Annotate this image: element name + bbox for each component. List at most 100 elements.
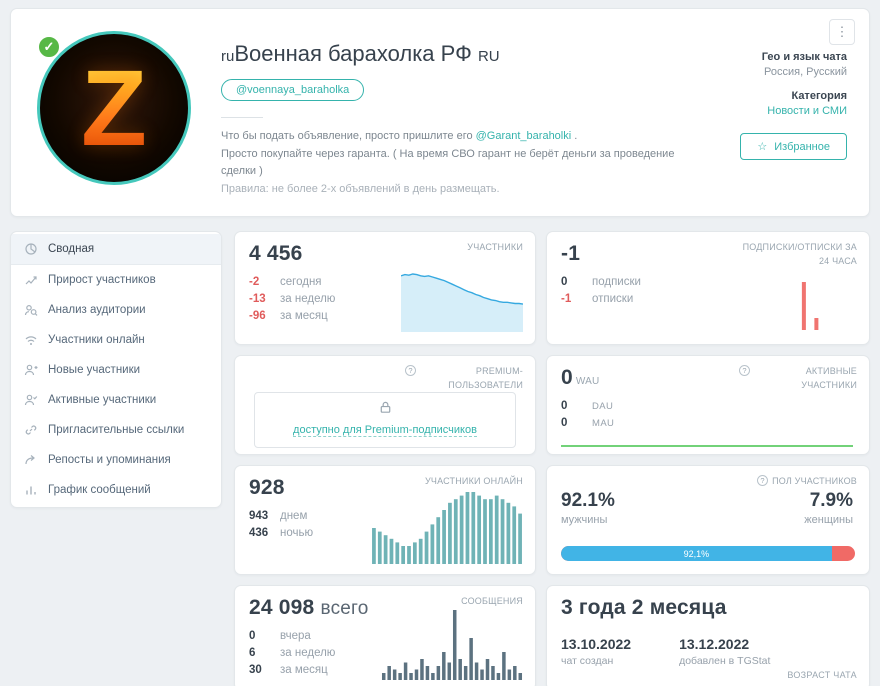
chat-age-value: 3 года 2 месяца [561, 596, 727, 620]
subscriptions-card-label: ПОДПИСКИ/ОТПИСКИ ЗА 24 ЧАСА [742, 242, 857, 266]
category-link[interactable]: Новости и СМИ [767, 105, 847, 117]
sidebar-item-summary[interactable]: Сводная [11, 234, 221, 266]
info-icon: ? [757, 475, 769, 487]
stat-value: 0 [249, 630, 256, 643]
sidebar-item-reposts-mentions[interactable]: Репосты и упоминания [11, 445, 221, 475]
messages-bar-chart [381, 610, 523, 681]
active-members-stats: 0 DAU 0 MAU [561, 400, 855, 429]
channel-main-info: ruВоенная барахолка РФ RU @voennaya_bara… [221, 31, 691, 198]
channel-username-badge[interactable]: @voennaya_baraholka [221, 79, 365, 101]
stat-label: сегодня [280, 276, 322, 289]
sidebar: Сводная Прирост участников Анализ аудито… [10, 231, 222, 509]
stat-value: 0 [561, 276, 568, 289]
lock-icon [380, 402, 390, 414]
description-line-1: Что бы подать объявление, просто пришлит… [221, 130, 578, 142]
stat-label: DAU [592, 401, 614, 413]
stat-value: -2 [249, 276, 260, 289]
stat-value: 436 [249, 527, 269, 540]
channel-description: Что бы подать объявление, просто пришлит… [221, 128, 676, 198]
online-stats: 943 днем 436 ночью [249, 510, 521, 539]
premium-locked-box: доступно для Premium-подписчиков [254, 392, 516, 449]
gender-card: ? ПОЛ УЧАСТНИКОВ 92.1% мужчины 7.9% женщ… [546, 465, 870, 576]
bar-chart-icon [26, 486, 36, 495]
members-count: 4 456 [249, 242, 303, 266]
stat-value: -13 [249, 293, 266, 306]
messages-total: 24 098 всего [249, 596, 369, 620]
members-trend-chart [401, 273, 523, 333]
category-label: Категория [791, 90, 847, 102]
messages-card-label: СООБЩЕНИЯ [461, 596, 523, 607]
gender-progress-bar: 92,1% [561, 546, 855, 562]
stat-value: 0 [561, 417, 568, 430]
added-date: 13.12.2022 [679, 636, 750, 653]
sidebar-item-active-members[interactable]: Активные участники [11, 385, 221, 415]
description-line-3: Правила: не более 2-х объявлений в день … [221, 182, 500, 195]
favorite-button[interactable]: ☆ Избранное [740, 133, 847, 160]
stat-label: за неделю [280, 293, 336, 306]
subscriptions-card: -1 ПОДПИСКИ/ОТПИСКИ ЗА 24 ЧАСА 0 подписки… [546, 231, 870, 346]
link-icon [25, 425, 37, 435]
male-label: мужчины [561, 514, 608, 527]
sidebar-item-audience-analysis[interactable]: Анализ аудитории [11, 295, 221, 325]
premium-upsell-link[interactable]: доступно для Premium-подписчиков [293, 424, 477, 438]
stat-value: 30 [249, 664, 262, 677]
chat-added: 13.12.2022 добавлен в TGStat [679, 636, 770, 667]
verified-badge-icon: ✓ [37, 35, 61, 59]
subscriptions-bar-chart [801, 282, 819, 331]
female-percent: 7.9% [809, 490, 853, 512]
stat-label: MAU [592, 418, 615, 430]
channel-header-card: Z ✓ ruВоенная барахолка РФ RU @voennaya_… [10, 8, 870, 218]
divider [221, 117, 263, 118]
subscriptions-net-count: -1 [561, 242, 581, 266]
online-card: 928 УЧАСТНИКИ ОНЛАЙН 943 днем 436 ночью [234, 465, 536, 576]
stat-label: подписки [592, 276, 641, 289]
active-members-card: 0 WAU ? АКТИВНЫЕ УЧАСТНИКИ 0 DAU 0 MAU [546, 355, 870, 456]
active-members-line-chart [561, 445, 853, 448]
active-member-icon [24, 395, 38, 406]
members-card-label: УЧАСТНИКИ [467, 242, 523, 253]
gender-female: 7.9% женщины [804, 490, 853, 526]
male-percent: 92.1% [561, 490, 615, 512]
page-title: ruВоенная барахолка РФ RU [221, 41, 691, 67]
sidebar-item-messages-chart[interactable]: График сообщений [11, 475, 221, 505]
chat-age-card-label: ВОЗРАСТ ЧАТА [787, 670, 857, 681]
chat-age-card: 3 года 2 месяца 13.10.2022 чат создан 13… [546, 585, 870, 686]
gender-progress-male: 92,1% [561, 546, 832, 562]
stat-label: за месяц [280, 664, 328, 677]
premium-card: ? PREMIUM-ПОЛЬЗОВАТЕЛИ доступно для Prem… [234, 355, 536, 456]
gender-male: 92.1% мужчины [561, 490, 615, 526]
summary-icon [25, 243, 37, 255]
online-card-label: УЧАСТНИКИ ОНЛАЙН [425, 476, 523, 487]
avatar-letter: Z [81, 47, 147, 168]
chat-age-dates: 13.10.2022 чат создан 13.12.2022 добавле… [561, 636, 855, 667]
favorite-button-label: Избранное [774, 140, 830, 153]
online-signal-icon [25, 336, 37, 346]
online-count: 928 [249, 476, 285, 500]
info-icon: ? [405, 365, 416, 377]
sidebar-item-label: Новые участники [48, 364, 141, 377]
created-date: 13.10.2022 [561, 636, 632, 653]
sidebar-item-label: Прирост участников [48, 274, 156, 287]
audience-analysis-icon [24, 305, 38, 317]
created-label: чат создан [561, 655, 614, 668]
garant-link[interactable]: @Garant_baraholki [475, 130, 572, 142]
sidebar-item-members-online[interactable]: Участники онлайн [11, 325, 221, 355]
premium-card-label: ? PREMIUM-ПОЛЬЗОВАТЕЛИ [405, 365, 523, 392]
channel-title: Военная барахолка РФ [234, 41, 472, 66]
wau-count: 0 WAU [561, 366, 600, 390]
stat-label: за месяц [280, 310, 328, 323]
sidebar-item-new-members[interactable]: Новые участники [11, 355, 221, 385]
sidebar-item-invite-links[interactable]: Пригласительные ссылки [11, 415, 221, 445]
sidebar-item-growth[interactable]: Прирост участников [11, 265, 221, 295]
kebab-menu-button[interactable]: ⋮ [829, 19, 855, 45]
sidebar-item-label: Репосты и упоминания [48, 454, 171, 467]
content: Сводная Прирост участников Анализ аудито… [10, 231, 870, 686]
sidebar-item-label: Пригласительные ссылки [48, 424, 185, 437]
stat-value: -1 [561, 293, 572, 306]
members-card: 4 456 УЧАСТНИКИ -2 сегодня -13 за неделю -… [234, 231, 536, 346]
subscriptions-stats: 0 подписки -1 отписки [561, 276, 855, 305]
wau-unit: WAU [575, 376, 600, 388]
messages-stats: 0 вчера 6 за неделю 30 за месяц [249, 630, 521, 676]
sidebar-item-label: Участники онлайн [48, 334, 145, 347]
